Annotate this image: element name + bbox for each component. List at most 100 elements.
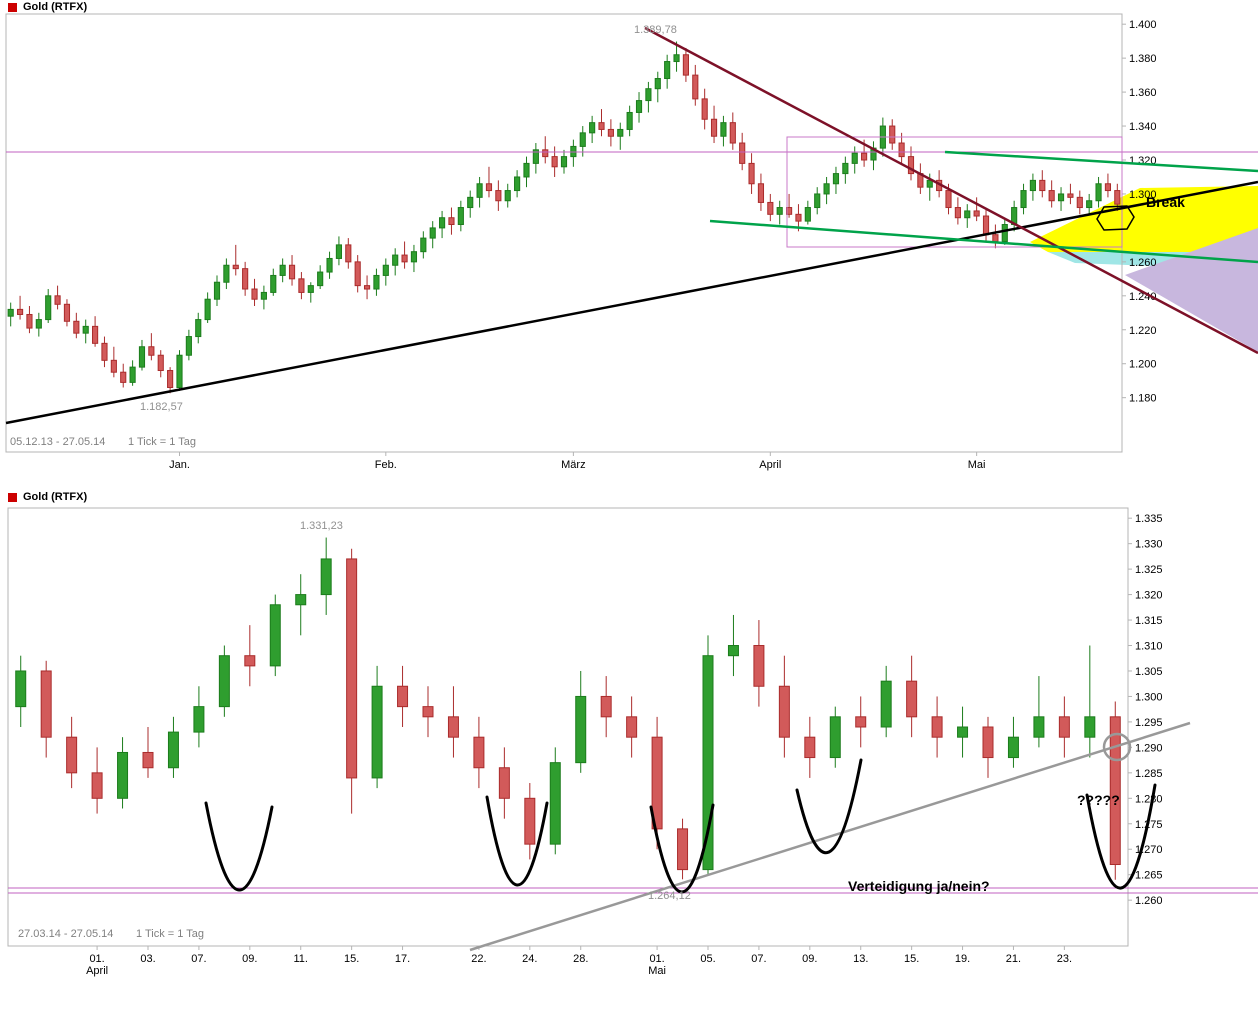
question-annotation: ????? bbox=[1077, 792, 1120, 808]
candle-body bbox=[7, 308, 14, 317]
candle-body bbox=[422, 706, 434, 718]
candle-body bbox=[335, 244, 343, 259]
gold-detail-chart: 1.335 1.330 1.325 1.320 1.315 1.310 1.305 1.300… bbox=[7, 507, 1258, 977]
candle-body bbox=[345, 244, 352, 263]
candle-body bbox=[101, 342, 108, 361]
circle-marker bbox=[1102, 732, 1132, 762]
candle-body bbox=[251, 288, 258, 300]
candle-body bbox=[523, 162, 530, 178]
candle-body bbox=[664, 61, 671, 80]
candle-body bbox=[401, 254, 408, 263]
candle-body bbox=[992, 234, 999, 242]
y-axis-label: 1.335 bbox=[1135, 513, 1163, 525]
y-axis-label: 1.320 bbox=[1135, 590, 1163, 602]
x-axis-label: 05. bbox=[700, 953, 715, 965]
legend-square-icon bbox=[8, 2, 17, 12]
candle-body bbox=[298, 278, 305, 293]
wedge-lower-green-line bbox=[709, 219, 1258, 264]
candle-body bbox=[195, 319, 202, 338]
candle-body bbox=[66, 736, 78, 774]
candle-body bbox=[346, 558, 358, 779]
candle-body bbox=[1067, 193, 1074, 198]
legend-square-icon bbox=[8, 492, 17, 502]
candle-body bbox=[157, 354, 164, 372]
candle-body bbox=[861, 152, 868, 161]
candle-body bbox=[702, 655, 714, 871]
candle-body bbox=[54, 295, 61, 305]
x-axis-label: 09. bbox=[802, 953, 817, 965]
wedge-upper-green-line bbox=[944, 150, 1258, 173]
candle-body bbox=[1029, 179, 1036, 192]
period-label: 27.03.14 - 27.05.14 bbox=[18, 928, 113, 940]
x-axis-label: Mai bbox=[968, 459, 986, 471]
candle-body bbox=[945, 190, 952, 209]
candle-body bbox=[1039, 179, 1046, 192]
y-axis-label: 1.220 bbox=[1129, 325, 1157, 337]
candle-body bbox=[185, 336, 192, 356]
candle-body bbox=[439, 217, 446, 229]
candle-body bbox=[429, 227, 436, 239]
defense-annotation: Verteidigung ja/nein? bbox=[848, 878, 990, 894]
candle-body bbox=[514, 176, 521, 192]
candle-body bbox=[677, 828, 689, 871]
candle-body bbox=[1001, 224, 1008, 242]
candle-body bbox=[45, 295, 52, 321]
break-annotation: Break bbox=[1146, 194, 1185, 210]
candle-body bbox=[448, 217, 455, 226]
candles-series bbox=[7, 41, 1121, 394]
x-axis-label: 22. bbox=[471, 953, 486, 965]
candle-body bbox=[851, 152, 858, 164]
candle-body bbox=[397, 685, 409, 708]
candle-body bbox=[295, 594, 307, 606]
candle-body bbox=[1104, 183, 1112, 192]
y-axis-label: 1.360 bbox=[1129, 87, 1157, 99]
candle-body bbox=[218, 655, 230, 708]
gold-detail-panel: Gold (RTFX) 1.335 1.330 1.325 1.320 1.315 1.3… bbox=[0, 485, 1258, 1012]
candle-body bbox=[795, 213, 802, 222]
candle-body bbox=[40, 670, 52, 738]
candle-body bbox=[167, 370, 174, 388]
x-axis-label: 23. bbox=[1057, 953, 1072, 965]
candle-body bbox=[1057, 193, 1065, 202]
y-axis-label: 1.260 bbox=[1129, 257, 1157, 269]
candle-body bbox=[964, 210, 971, 219]
candle-body bbox=[931, 716, 943, 738]
candle-body bbox=[753, 645, 765, 687]
candle-body bbox=[382, 264, 389, 276]
candle-body bbox=[279, 264, 286, 276]
candle-body bbox=[35, 319, 42, 329]
v-bottom-1 bbox=[204, 801, 274, 892]
downtrend-line bbox=[644, 26, 1258, 355]
x-axis-label: 11. bbox=[293, 953, 307, 965]
candle-body bbox=[673, 54, 680, 63]
plot-border bbox=[7, 507, 1129, 947]
candle-body bbox=[720, 122, 727, 137]
candle-body bbox=[626, 716, 638, 738]
candle-body bbox=[138, 346, 146, 368]
candle-body bbox=[485, 183, 493, 192]
candle-body bbox=[804, 207, 811, 222]
candle-body bbox=[804, 736, 816, 759]
gold-detail-header: Gold (RTFX) bbox=[8, 491, 87, 503]
x-axis-label: 09. bbox=[242, 953, 257, 965]
y-axis-label: 1.285 bbox=[1135, 768, 1163, 780]
candle-body bbox=[354, 261, 361, 287]
candle-body bbox=[551, 156, 558, 168]
support-trendline bbox=[5, 180, 1258, 425]
candle-body bbox=[148, 346, 155, 356]
candle-body bbox=[524, 797, 536, 845]
candle-body bbox=[242, 268, 249, 290]
candle-body bbox=[498, 767, 510, 799]
candle-body bbox=[176, 354, 183, 388]
candle-body bbox=[532, 149, 539, 164]
hexagon-marker bbox=[1096, 205, 1135, 231]
candle-body bbox=[16, 308, 24, 315]
candle-body bbox=[371, 685, 383, 779]
x-axis-month-label: Mai bbox=[648, 965, 666, 977]
candle-body bbox=[110, 359, 117, 373]
y-axis-label: 1.200 bbox=[1129, 359, 1157, 371]
candle-body bbox=[635, 100, 643, 113]
candle-body bbox=[617, 128, 624, 137]
candle-body bbox=[785, 207, 793, 215]
candle-body bbox=[244, 655, 256, 667]
